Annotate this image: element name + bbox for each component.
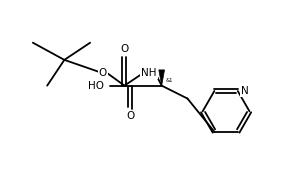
Text: N: N [241, 86, 249, 96]
Text: &1: &1 [165, 78, 173, 83]
Text: O: O [120, 44, 129, 54]
Text: O: O [126, 111, 134, 121]
Text: NH: NH [141, 68, 157, 78]
Text: HO: HO [88, 81, 104, 91]
Polygon shape [159, 70, 164, 86]
Text: O: O [99, 68, 107, 78]
